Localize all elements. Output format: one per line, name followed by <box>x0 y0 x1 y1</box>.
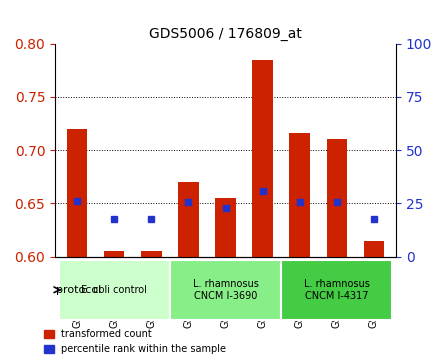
Text: E. coli control: E. coli control <box>81 285 147 295</box>
Legend: transformed count, percentile rank within the sample: transformed count, percentile rank withi… <box>40 326 230 358</box>
FancyBboxPatch shape <box>59 260 170 320</box>
Bar <box>253 60 273 257</box>
FancyBboxPatch shape <box>170 260 281 320</box>
Bar <box>215 198 236 257</box>
Bar <box>178 182 198 257</box>
Bar <box>363 241 384 257</box>
Text: protocol: protocol <box>56 285 101 295</box>
Bar <box>290 133 310 257</box>
Bar <box>141 251 161 257</box>
FancyBboxPatch shape <box>281 260 392 320</box>
Bar <box>326 139 347 257</box>
Bar <box>104 251 125 257</box>
Text: L. rhamnosus
CNCM I-3690: L. rhamnosus CNCM I-3690 <box>193 279 258 301</box>
Title: GDS5006 / 176809_at: GDS5006 / 176809_at <box>149 27 302 41</box>
Text: L. rhamnosus
CNCM I-4317: L. rhamnosus CNCM I-4317 <box>304 279 370 301</box>
Bar <box>67 129 88 257</box>
